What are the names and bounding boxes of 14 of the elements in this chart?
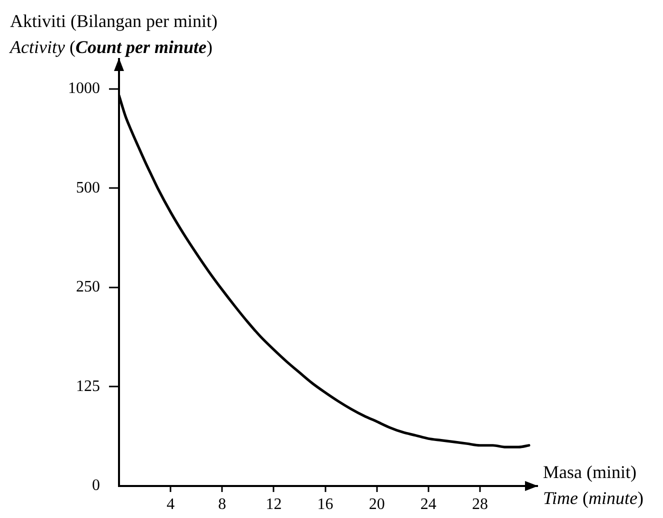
y-tick-label: 0 [92,477,100,494]
x-tick-label: 8 [218,496,226,513]
x-tick-label: 16 [317,496,334,513]
y-tick-label: 250 [76,278,100,296]
y-tick-label: 125 [76,378,100,395]
y-tick-label: 500 [76,179,100,196]
x-tick-label: 20 [368,496,385,513]
y-axis-title: Aktiviti (Bilangan per minit) Activity (Count per minute) [10,10,218,57]
x-tick-label: 24 [420,496,436,513]
x-tick-label: 12 [266,496,282,513]
x-tick-label: 4 [166,496,175,513]
x-axis-title: Masa (minit) Time (minute) [543,461,644,508]
x-tick-label: 28 [472,496,488,513]
y-tick-label: 1000 [68,80,100,98]
